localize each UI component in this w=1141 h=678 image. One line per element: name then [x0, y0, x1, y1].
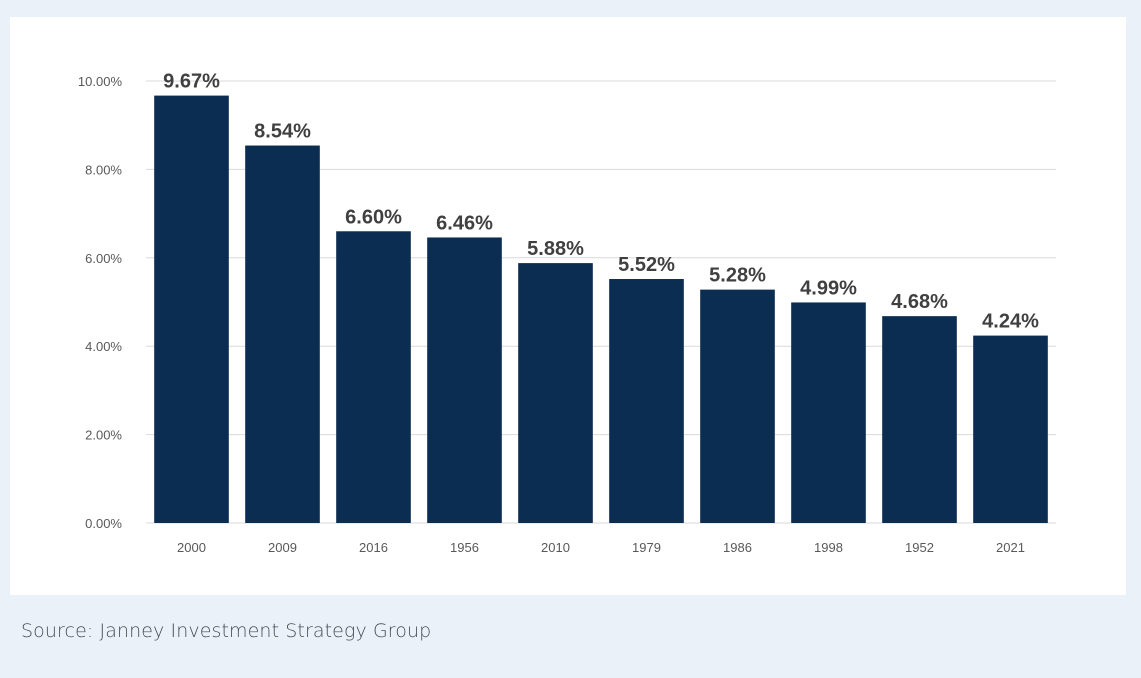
- bar-value-label: 8.54%: [254, 121, 311, 143]
- x-category-label: 2016: [359, 540, 388, 555]
- bar-value-label: 4.24%: [982, 311, 1039, 333]
- bar: [154, 95, 229, 523]
- bar-value-label: 6.46%: [436, 212, 493, 234]
- bar: [973, 335, 1048, 523]
- x-category-label: 2009: [268, 540, 297, 555]
- x-category-label: 2010: [541, 540, 570, 555]
- bar-value-label: 4.99%: [800, 277, 857, 299]
- y-axis-tick-labels: 0.00% 2.00% 4.00% 6.00% 8.00% 10.00%: [78, 74, 123, 531]
- chart-card: 0.00% 2.00% 4.00% 6.00% 8.00% 10.00% 9.67% 8.5…: [10, 17, 1126, 595]
- bar: [609, 279, 684, 523]
- x-category-label: 2000: [177, 540, 206, 555]
- x-category-label: 1956: [450, 540, 479, 555]
- bar-value-label: 4.68%: [891, 291, 948, 313]
- bar: [518, 263, 593, 523]
- data-labels: 9.67% 8.54% 6.60% 6.46% 5.88% 5.52% 5.28% 4.99%…: [163, 71, 1039, 333]
- x-axis-category-labels: 2000 2009 2016 1956 2010 1979 1986 1998 1952 2021: [177, 540, 1025, 555]
- x-category-label: 2021: [996, 540, 1025, 555]
- y-tick-label: 2.00%: [85, 428, 122, 443]
- y-tick-label: 10.00%: [78, 74, 123, 89]
- bar: [882, 316, 957, 523]
- bar-value-label: 9.67%: [163, 71, 220, 93]
- bar-value-label: 5.28%: [709, 265, 766, 287]
- bar: [427, 237, 502, 523]
- x-category-label: 1986: [723, 540, 752, 555]
- y-tick-label: 6.00%: [85, 251, 122, 266]
- x-category-label: 1998: [814, 540, 843, 555]
- y-tick-label: 8.00%: [85, 162, 122, 177]
- bar-value-label: 6.60%: [345, 206, 402, 228]
- y-tick-label: 4.00%: [85, 339, 122, 354]
- bar-value-label: 5.52%: [618, 254, 675, 276]
- bar-value-label: 5.88%: [527, 238, 584, 260]
- x-category-label: 1979: [632, 540, 661, 555]
- bar: [791, 302, 866, 523]
- bar: [245, 145, 320, 524]
- y-tick-label: 0.00%: [85, 516, 122, 531]
- source-caption: Source: Janney Investment Strategy Group: [21, 620, 432, 642]
- bar: [700, 289, 775, 523]
- x-category-label: 1952: [905, 540, 934, 555]
- bar-chart: 0.00% 2.00% 4.00% 6.00% 8.00% 10.00% 9.67% 8.5…: [78, 71, 1056, 555]
- bar: [336, 231, 411, 523]
- bars: [154, 95, 1048, 524]
